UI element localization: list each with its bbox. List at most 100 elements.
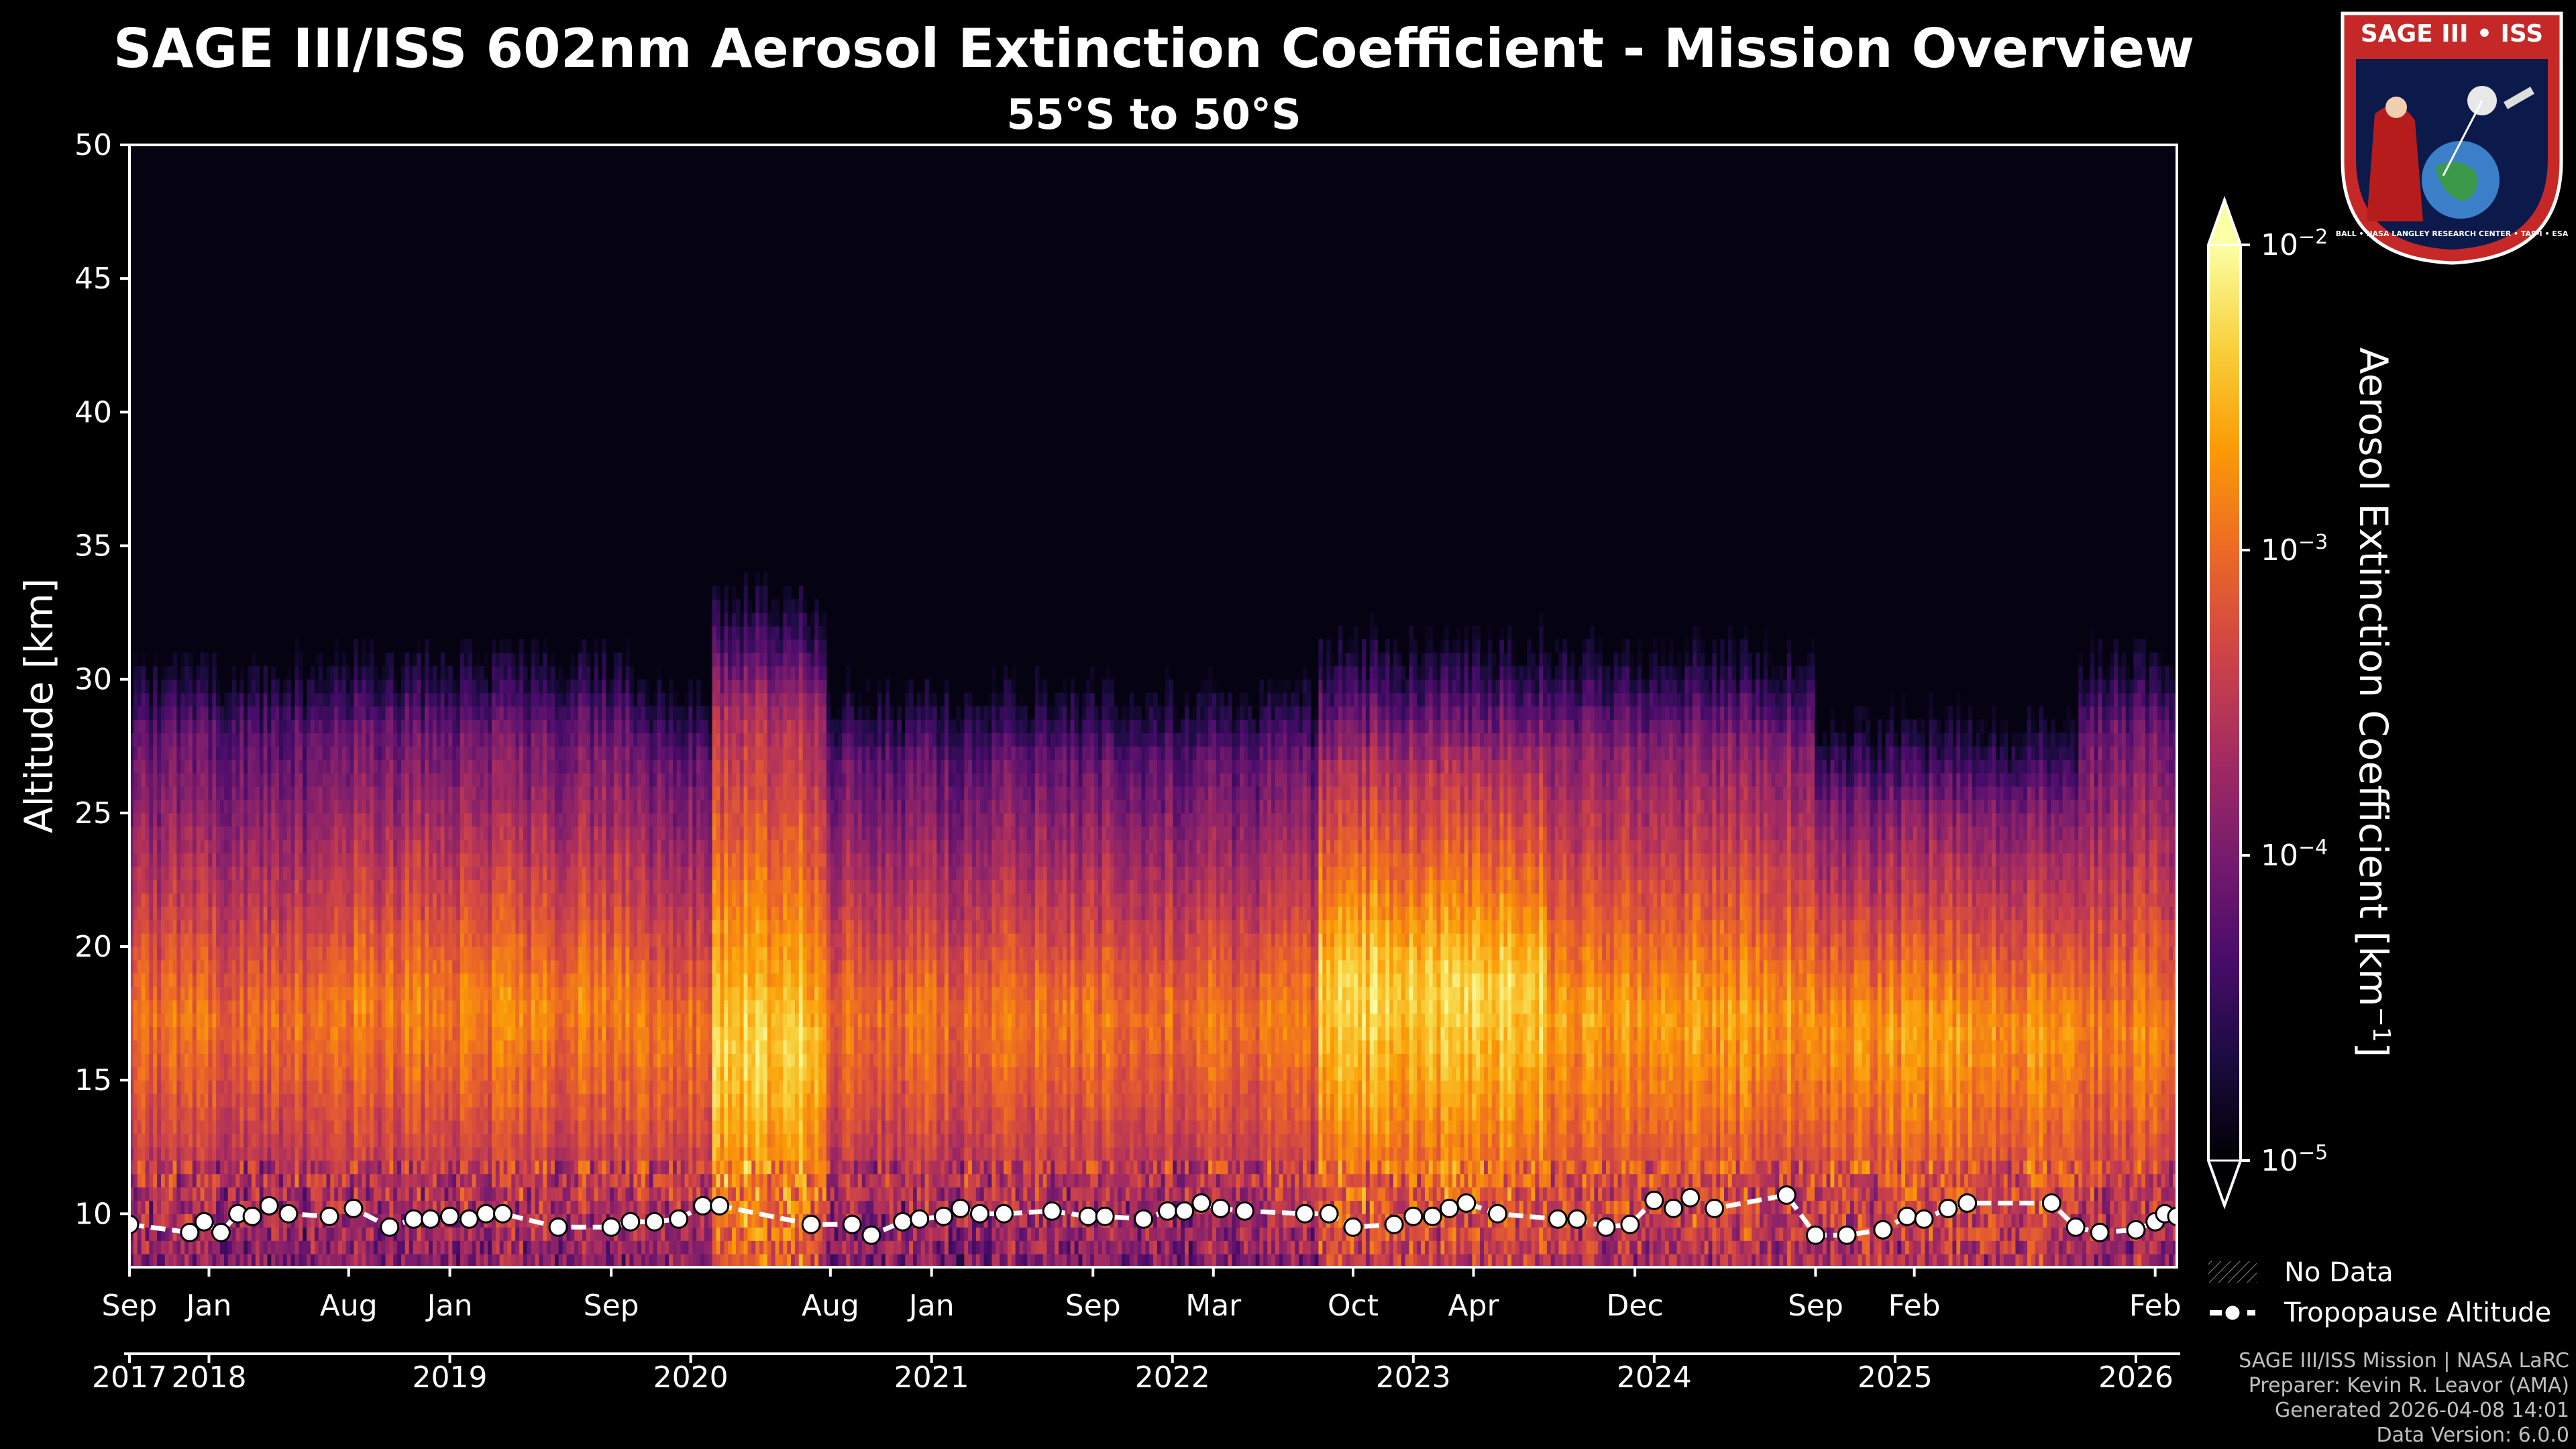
heatmap-column: [157, 692, 162, 1267]
heatmap-column: [271, 665, 276, 1267]
heatmap-column: [1287, 679, 1292, 1267]
heatmap-column: [1562, 639, 1567, 1267]
heatmap-column: [1523, 665, 1528, 1267]
heatmap-column: [1122, 706, 1126, 1267]
tropopause-point: [1897, 1206, 1917, 1226]
heatmap-column: [1535, 665, 1540, 1267]
heatmap-column: [1228, 692, 1232, 1267]
sage-mission-logo: SAGE III • ISS BALL • NASA LANGLEY RESEA…: [2336, 11, 2569, 265]
chart-title: SAGE III/ISS 602nm Aerosol Extinction Co…: [113, 17, 2194, 80]
heatmap-column: [964, 692, 969, 1267]
heatmap-column: [1830, 706, 1835, 1267]
heatmap-column: [574, 665, 579, 1267]
tropopause-point: [404, 1209, 424, 1229]
heatmap-column: [1676, 652, 1682, 1267]
heatmap-column: [1224, 706, 1229, 1267]
heatmap-column: [204, 652, 209, 1267]
tropopause-point: [910, 1209, 930, 1229]
heatmap-column: [881, 706, 886, 1267]
heatmap-column: [1059, 692, 1063, 1267]
heatmap-column: [960, 719, 965, 1267]
heatmap-column: [1397, 652, 1402, 1267]
heatmap-column: [1232, 719, 1236, 1267]
heatmap-column: [1200, 679, 1205, 1267]
heatmap-column: [168, 665, 174, 1267]
heatmap-column: [669, 679, 674, 1267]
heatmap-column: [1322, 665, 1327, 1267]
month-tick-label: Apr: [1448, 1289, 1499, 1323]
heatmap-column: [877, 679, 882, 1267]
heatmap-column: [842, 692, 847, 1267]
heatmap-column: [1251, 719, 1256, 1267]
heatmap-column: [1775, 665, 1780, 1267]
heatmap-column: [2003, 719, 2008, 1267]
heatmap-column: [172, 652, 178, 1267]
heatmap-column: [1027, 719, 1032, 1267]
heatmap-column: [480, 665, 484, 1267]
heatmap-column: [708, 706, 713, 1267]
tropopause-point: [1234, 1201, 1254, 1221]
heatmap-column: [1992, 706, 1996, 1267]
heatmap-column: [732, 586, 737, 1267]
heatmap-column: [1125, 706, 1130, 1267]
y-axis-ticks: 10 15 20 25 30 35 40 45 50: [74, 128, 129, 1231]
heatmap-column: [2098, 639, 2103, 1267]
heatmap-column: [2066, 706, 2072, 1267]
heatmap-column: [570, 652, 575, 1267]
heatmap-column: [377, 679, 382, 1267]
y-tick-label: 20: [74, 930, 112, 964]
heatmap-column: [1641, 679, 1646, 1267]
tropopause-point: [1873, 1220, 1893, 1240]
heatmap-column: [2062, 719, 2068, 1267]
year-tick-label: 2022: [1135, 1360, 1210, 1395]
heatmap-column: [2141, 639, 2146, 1267]
heatmap-column: [751, 612, 756, 1267]
heatmap-column: [311, 665, 315, 1267]
heatmap-column: [598, 679, 602, 1267]
heatmap-column: [779, 612, 784, 1267]
heatmap-column: [920, 692, 926, 1267]
heatmap-column: [1633, 665, 1638, 1267]
heatmap-column: [846, 665, 851, 1267]
heatmap-column: [282, 679, 288, 1267]
heatmap-column: [1613, 652, 1619, 1267]
heatmap-column: [885, 679, 890, 1267]
heatmap-column: [1133, 706, 1138, 1267]
y-tick-label: 30: [74, 663, 112, 697]
year-tick-label: 2024: [1617, 1360, 1692, 1395]
x-axis-year-ticks: 2017 2018 2019 2020 2021 2022 2023 2024 2025 2026: [92, 1354, 2174, 1395]
heatmap-column: [767, 612, 772, 1267]
heatmap-column: [830, 719, 835, 1267]
heatmap-column: [1173, 706, 1177, 1267]
heatmap-column: [1665, 665, 1670, 1267]
heatmap-column: [1811, 639, 1815, 1267]
heatmap-column: [2149, 652, 2154, 1267]
heatmap-column: [562, 679, 568, 1267]
heatmap-column: [1858, 706, 1863, 1267]
month-tick-label: Feb: [2129, 1289, 2182, 1323]
tropopause-point: [1567, 1209, 1587, 1229]
tropopause-point: [934, 1206, 954, 1226]
colorbar-body: [2208, 245, 2241, 1161]
tropopause-point: [1644, 1190, 1664, 1210]
heatmap-column: [869, 706, 874, 1267]
month-tick-label: Oct: [1328, 1289, 1379, 1323]
heatmap-column: [941, 706, 945, 1267]
heatmap-column: [1838, 733, 1843, 1267]
heatmap-column: [716, 586, 720, 1267]
month-tick-label: Jan: [184, 1289, 232, 1323]
heatmap-column: [1621, 639, 1626, 1267]
colorbar-tick-label: 10−5: [2261, 1141, 2328, 1179]
heatmap-column: [897, 706, 902, 1267]
heatmap-column: [613, 652, 619, 1267]
heatmap-column: [492, 639, 496, 1267]
heatmap-column: [1161, 706, 1166, 1267]
heatmap-column: [338, 665, 343, 1267]
heatmap-column: [704, 706, 709, 1267]
heatmap-column: [1606, 665, 1611, 1267]
heatmap-column: [1468, 665, 1472, 1267]
heatmap-column: [1543, 652, 1548, 1267]
tropopause-point: [893, 1212, 913, 1232]
year-tick-label: 2020: [653, 1360, 729, 1395]
heatmap-column: [223, 692, 229, 1267]
